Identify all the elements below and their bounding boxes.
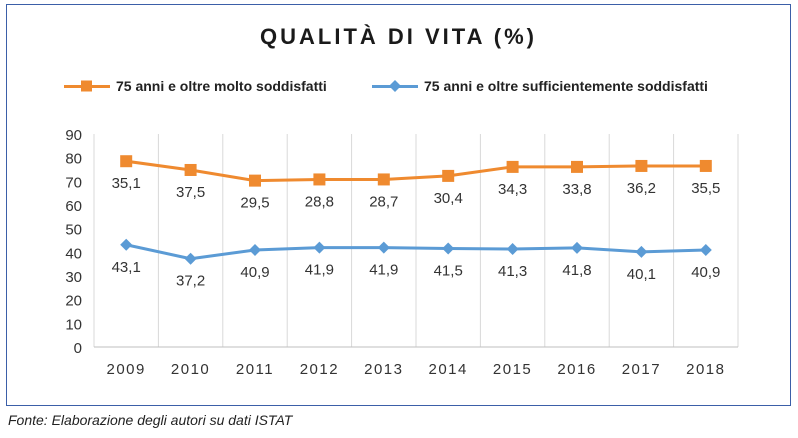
x-tick-label: 2012: [300, 361, 339, 378]
y-tick-label: 60: [65, 198, 82, 215]
data-label: 37,5: [176, 184, 205, 201]
y-tick-label: 70: [65, 174, 82, 191]
data-label: 29,5: [240, 195, 269, 212]
x-tick-label: 2010: [171, 361, 210, 378]
data-label: 35,5: [691, 180, 720, 197]
source-note: Fonte: Elaborazione degli autori su dati…: [8, 412, 293, 428]
data-label: 40,1: [627, 266, 656, 283]
data-point-square: [635, 159, 648, 172]
data-point-diamond: [184, 252, 197, 265]
data-point-diamond: [699, 243, 712, 256]
data-label: 40,9: [240, 264, 269, 281]
data-label: 41,8: [562, 262, 591, 279]
chart-frame: QUALITÀ DI VITA (%): [6, 4, 791, 406]
chart-title: QUALITÀ DI VITA (%): [260, 24, 537, 49]
y-tick-label: 30: [65, 269, 82, 286]
data-label: 34,3: [498, 181, 527, 198]
y-tick-label: 90: [65, 127, 82, 144]
x-tick-label: 2011: [236, 361, 274, 378]
y-tick-label: 20: [65, 293, 82, 310]
line-chart: 0 10 20 30 40 50 60 70 80 90 2009 2010 2011 2012 2013 2…: [65, 127, 739, 378]
data-point-diamond: [377, 241, 390, 254]
legend-swatch-blue: [372, 79, 418, 93]
x-tick-label: 2015: [493, 361, 532, 378]
data-point-diamond: [506, 243, 519, 256]
data-point-diamond: [635, 245, 648, 258]
data-label: 43,1: [112, 259, 141, 276]
x-tick-label: 2009: [107, 361, 146, 378]
legend-label-orange: 75 anni e oltre molto soddisfatti: [116, 78, 327, 94]
y-tick-label: 0: [74, 340, 82, 357]
data-label: 28,7: [369, 193, 398, 210]
data-point-square: [442, 169, 455, 182]
series-line-orange: [125, 159, 706, 183]
data-label: 36,2: [627, 180, 656, 197]
data-label: 41,5: [434, 263, 463, 280]
x-tick-label: 2014: [429, 361, 468, 378]
data-point-square: [120, 155, 133, 168]
data-point-square: [506, 160, 519, 173]
x-tick-label: 2013: [364, 361, 403, 378]
y-tick-label: 10: [65, 316, 82, 333]
data-label: 30,4: [434, 190, 463, 207]
data-point-diamond: [442, 242, 455, 255]
data-point-diamond: [313, 241, 326, 254]
data-point-diamond: [120, 238, 133, 251]
data-label: 28,8: [305, 193, 334, 210]
legend-swatch-orange: [64, 79, 110, 93]
legend-label-blue: 75 anni e oltre sufficientemente soddisf…: [424, 78, 708, 94]
series-line-blue: [125, 243, 706, 261]
y-tick-label: 50: [65, 222, 82, 239]
legend-item-sufficientemente-soddisfatti: 75 anni e oltre sufficientemente soddisf…: [372, 78, 708, 94]
data-label: 41,3: [498, 263, 527, 280]
data-label: 37,2: [176, 273, 205, 290]
data-label: 33,8: [562, 181, 591, 198]
data-point-square: [699, 159, 712, 172]
x-tick-label: 2017: [622, 361, 661, 378]
data-point-square: [571, 160, 583, 173]
data-point-square: [313, 173, 326, 186]
y-tick-label: 80: [65, 151, 82, 168]
data-label: 41,9: [305, 262, 334, 279]
y-tick-label: 40: [65, 245, 82, 262]
data-point-square: [377, 173, 390, 186]
legend: 75 anni e oltre molto soddisfatti 75 ann…: [0, 78, 798, 98]
data-point-diamond: [571, 241, 583, 254]
data-point-diamond: [249, 243, 261, 256]
data-label: 35,1: [112, 175, 141, 192]
data-label: 41,9: [369, 262, 398, 279]
data-label: 40,9: [691, 264, 720, 281]
data-point-square: [184, 163, 197, 176]
x-tick-label: 2016: [557, 361, 596, 378]
data-point-square: [249, 174, 261, 187]
x-tick-label: 2018: [686, 361, 725, 378]
legend-item-molto-soddisfatti: 75 anni e oltre molto soddisfatti: [64, 78, 327, 94]
